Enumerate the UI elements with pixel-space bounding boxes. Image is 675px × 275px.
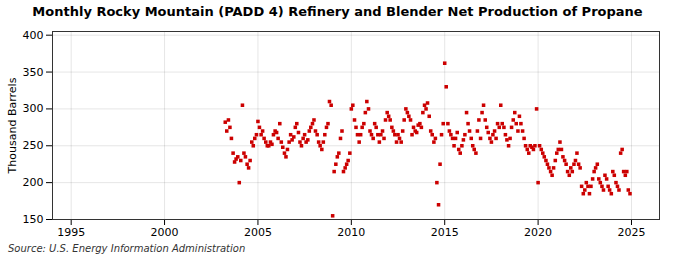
svg-text:350: 350 (23, 66, 44, 79)
svg-text:2020: 2020 (524, 226, 552, 239)
html-text:Monthly Rocky Mountain (PADD 4: Monthly Rocky Mountain (PADD 4) Refinery… (32, 4, 643, 19)
svg-text:2005: 2005 (244, 226, 272, 239)
svg-text:2025: 2025 (617, 226, 645, 239)
svg-text:2000: 2000 (151, 226, 179, 239)
svg-text:400: 400 (23, 29, 44, 42)
svg-text:Thousand Barrels: Thousand Barrels (6, 77, 19, 174)
svg-text:1995: 1995 (57, 226, 85, 239)
svg-text:2010: 2010 (337, 226, 365, 239)
svg-text:150: 150 (23, 213, 44, 226)
svg-text:300: 300 (23, 102, 44, 115)
svg-text:250: 250 (23, 139, 44, 152)
svg-text:200: 200 (23, 176, 44, 189)
html-text:Source: U.S. Energy Informatio: Source: U.S. Energy Information Administ… (8, 243, 246, 254)
svg-text:2015: 2015 (431, 226, 459, 239)
